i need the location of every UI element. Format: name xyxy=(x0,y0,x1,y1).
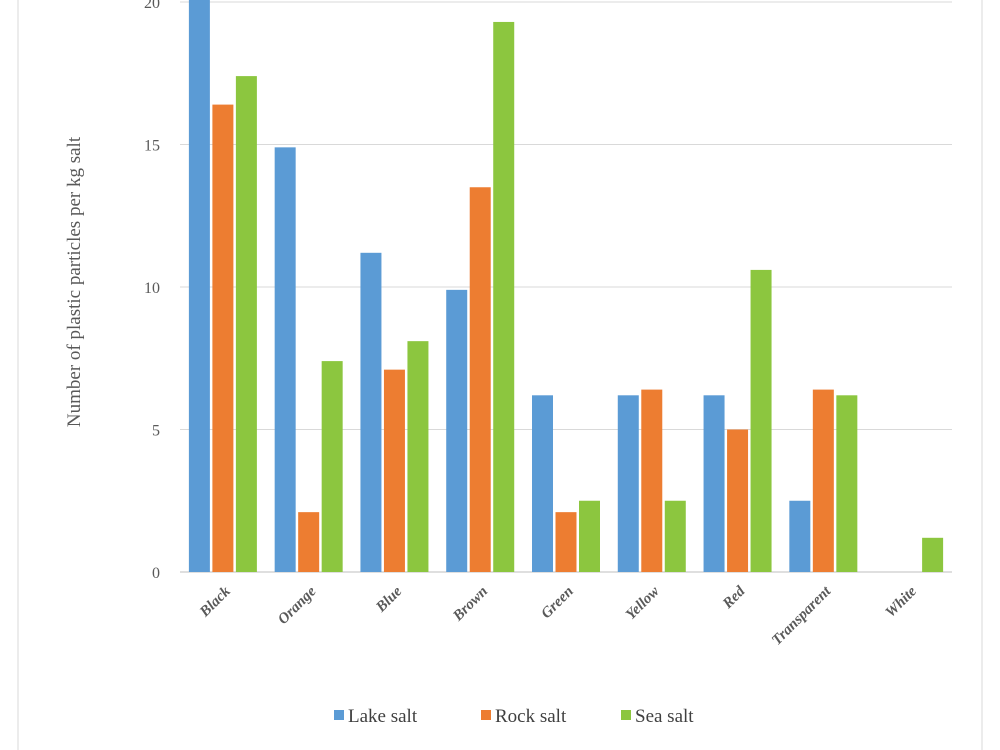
bar-rock-salt-blue xyxy=(383,369,405,572)
legend-label: Sea salt xyxy=(635,706,694,727)
legend-label: Rock salt xyxy=(495,706,567,727)
y-tick-label: 20 xyxy=(144,0,160,12)
bar-rock-salt-red xyxy=(727,429,749,572)
bar-lake-salt-black xyxy=(188,0,210,572)
bar-sea-salt-yellow xyxy=(664,500,686,572)
legend-swatch xyxy=(334,710,344,720)
legend-swatch xyxy=(621,710,631,720)
bar-lake-salt-red xyxy=(703,395,725,572)
bar-sea-salt-red xyxy=(750,269,772,572)
legend-label: Lake salt xyxy=(348,706,418,727)
bar-lake-salt-brown xyxy=(446,289,468,572)
bar-sea-salt-transparent xyxy=(836,395,858,572)
bar-lake-salt-blue xyxy=(360,252,382,573)
bar-lake-salt-orange xyxy=(274,147,296,572)
bar-sea-salt-green xyxy=(579,500,600,572)
bar-rock-salt-transparent xyxy=(812,389,834,572)
bar-lake-salt-transparent xyxy=(789,500,811,572)
bar-rock-salt-green xyxy=(555,512,577,572)
bar-sea-salt-brown xyxy=(493,21,515,572)
legend: Lake salt Rock salt Sea salt xyxy=(334,706,694,727)
bar-sea-salt-white xyxy=(922,537,944,572)
y-tick-label: 0 xyxy=(152,565,160,582)
bar-lake-salt-yellow xyxy=(617,395,639,572)
bar-rock-salt-brown xyxy=(469,187,491,572)
bar-rock-salt-black xyxy=(212,104,234,572)
y-tick-label: 15 xyxy=(144,138,160,155)
legend-swatch xyxy=(481,710,491,720)
bar-rock-salt-orange xyxy=(298,512,320,572)
bar-sea-salt-orange xyxy=(321,361,343,572)
bar-lake-salt-green xyxy=(532,395,553,572)
y-tick-label: 5 xyxy=(152,423,160,440)
y-tick-label: 10 xyxy=(144,280,160,297)
y-axis-label: Number of plastic particles per kg salt xyxy=(64,136,85,427)
bar-sea-salt-black xyxy=(235,76,257,572)
bar-rock-salt-yellow xyxy=(641,389,663,572)
bar-sea-salt-blue xyxy=(407,341,429,572)
